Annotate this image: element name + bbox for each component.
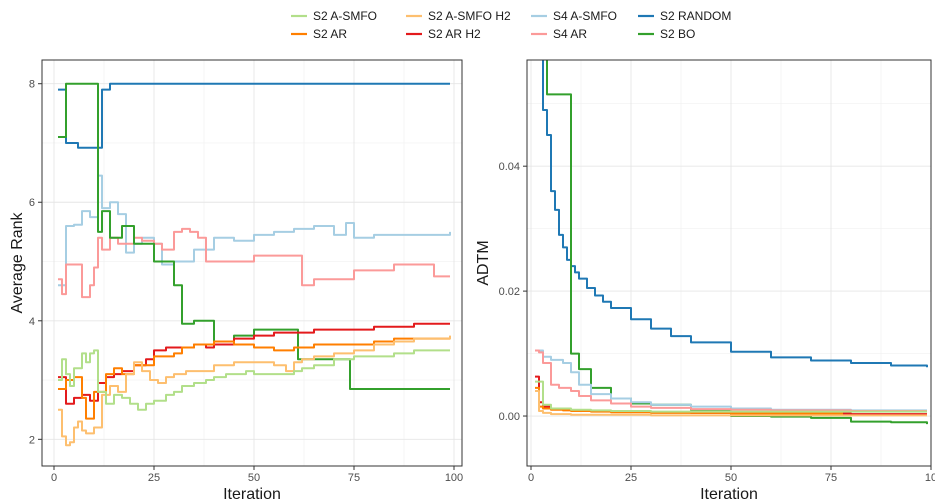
x-tick-label: 25: [148, 472, 160, 484]
plot-background: [527, 60, 931, 466]
y-tick-label: 4: [29, 316, 35, 328]
x-tick-label: 0: [528, 472, 534, 484]
legend-label: S4 A-SMFO: [553, 9, 617, 23]
x-tick-label: 75: [348, 472, 360, 484]
legend-item-s4-a-smfo: S4 A-SMFO: [531, 9, 617, 23]
x-tick-label: 100: [445, 472, 463, 484]
x-axis-title: Iteration: [223, 486, 281, 503]
series-line-s2-random: [542, 60, 928, 368]
y-tick-label: 0.02: [499, 286, 520, 298]
y-tick-label: 0.00: [499, 411, 520, 423]
series-line-s2-random: [58, 82, 450, 149]
series-line-s2-ar: [58, 337, 450, 420]
x-tick-label: 50: [725, 472, 737, 484]
series-line-s4-a-smfo: [58, 174, 451, 287]
legend-label: S2 RANDOM: [660, 9, 731, 23]
legend-item-s2-a-smfo-h2: S2 A-SMFO H2: [406, 9, 511, 23]
series-line-s2-a-smfo-h2: [535, 390, 927, 417]
adtm-panel: 0 25 50 75 10 0.00 0.02 0.04 Iteration ADTM: [475, 59, 935, 503]
series-line-s2-bo: [58, 82, 450, 390]
x-tick-label: 50: [248, 472, 260, 484]
plot-frame: [41, 59, 463, 467]
series-line-s2-a-smfo: [58, 349, 450, 411]
plot-frame: [526, 59, 932, 467]
plot-background: [42, 60, 462, 466]
series-line-s2-ar-h2: [58, 322, 450, 405]
x-tick-label: 75: [825, 472, 837, 484]
series-line-s4-ar: [58, 227, 450, 299]
legend-label: S2 A-SMFO: [313, 9, 377, 23]
legend-label: S2 AR H2: [428, 27, 481, 41]
y-axis-title: Average Rank: [9, 211, 26, 313]
legend-label: S2 A-SMFO H2: [428, 9, 511, 23]
legend-item-s2-ar: S2 AR: [291, 27, 347, 41]
y-axis-title: ADTM: [475, 240, 492, 285]
x-tick-label: 10: [925, 472, 935, 484]
legend-label: S2 AR: [313, 27, 347, 41]
series-group: [58, 82, 451, 447]
legend-item-s2-bo: S2 BO: [638, 27, 695, 41]
x-axis-title: Iteration: [700, 486, 758, 503]
x-tick-label: 25: [625, 472, 637, 484]
legend-label: S4 AR: [553, 27, 587, 41]
legend-item-s2-ar-h2: S2 AR H2: [406, 27, 481, 41]
y-tick-label: 6: [29, 197, 35, 209]
legend: S2 A-SMFO S2 A-SMFO H2 S4 A-SMFO S2 RANDOM S…: [291, 9, 731, 41]
y-tick-label: 0.04: [499, 161, 520, 173]
series-group: [535, 60, 928, 425]
series-line-s4-ar: [535, 349, 927, 413]
series-line-s2-a-smfo: [535, 380, 927, 413]
x-tick-label: 0: [51, 472, 57, 484]
rank-panel: 0 25 50 75 100 2 4 6 8 Iteration Average Rank: [9, 59, 463, 503]
y-tick-label: 8: [29, 79, 35, 91]
legend-label: S2 BO: [660, 27, 695, 41]
legend-item-s4-ar: S4 AR: [531, 27, 587, 41]
legend-item-s2-random: S2 RANDOM: [638, 9, 731, 23]
legend-item-s2-a-smfo: S2 A-SMFO: [291, 9, 377, 23]
y-tick-label: 2: [29, 434, 35, 446]
series-line-s2-a-smfo-h2: [58, 335, 451, 447]
